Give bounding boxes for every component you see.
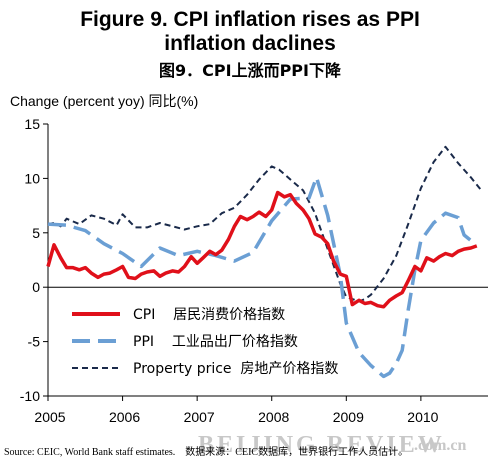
legend-label-ppi: PPI 工业品出厂价格指数 bbox=[133, 334, 298, 350]
watermark: BEIJING REVIEW bbox=[198, 432, 445, 458]
chart-title-cn: 图9．CPI上涨而PPI下降 bbox=[159, 61, 342, 80]
x-tick-label: 2005 bbox=[34, 409, 65, 425]
x-tick-label: 2008 bbox=[258, 409, 289, 425]
y-tick-label: 0 bbox=[32, 279, 40, 295]
x-tick-label: 2009 bbox=[333, 409, 364, 425]
series-layer bbox=[46, 145, 482, 379]
axes: -10 -5 0 5 10 15 2005 2006 2007 2008 2009 2010 bbox=[20, 116, 488, 425]
series-line-ppi bbox=[47, 175, 478, 379]
y-tick-label: 10 bbox=[24, 170, 40, 186]
legend-label-cpi: CPI 居民消费价格指数 bbox=[133, 307, 285, 323]
legend: CPI 居民消费价格指数 PPI 工业品出厂价格指数 Property pric… bbox=[72, 307, 338, 377]
chart-title-line2: inflation daclines bbox=[164, 32, 336, 55]
chart-title-line1: Figure 9. CPI inflation rises as PPI bbox=[80, 8, 420, 31]
series-line-property bbox=[47, 145, 482, 303]
y-tick-label: -5 bbox=[28, 334, 41, 350]
x-tick-label: 2006 bbox=[109, 409, 140, 425]
source-note: Source: CEIC, World Bank staff estimates… bbox=[4, 445, 408, 458]
y-axis-label: Change (percent yoy) 同比(%) bbox=[10, 93, 198, 109]
legend-label-property: Property price 房地产价格指数 bbox=[133, 361, 338, 377]
y-tick-label: 15 bbox=[24, 116, 40, 132]
series-line-cpi bbox=[46, 190, 478, 309]
x-tick-label: 2010 bbox=[407, 409, 438, 425]
y-tick-label: 5 bbox=[32, 225, 40, 241]
x-tick-label: 2007 bbox=[184, 409, 215, 425]
y-tick-label: -10 bbox=[20, 388, 40, 404]
watermark-suffix: .com.cn bbox=[414, 437, 467, 454]
